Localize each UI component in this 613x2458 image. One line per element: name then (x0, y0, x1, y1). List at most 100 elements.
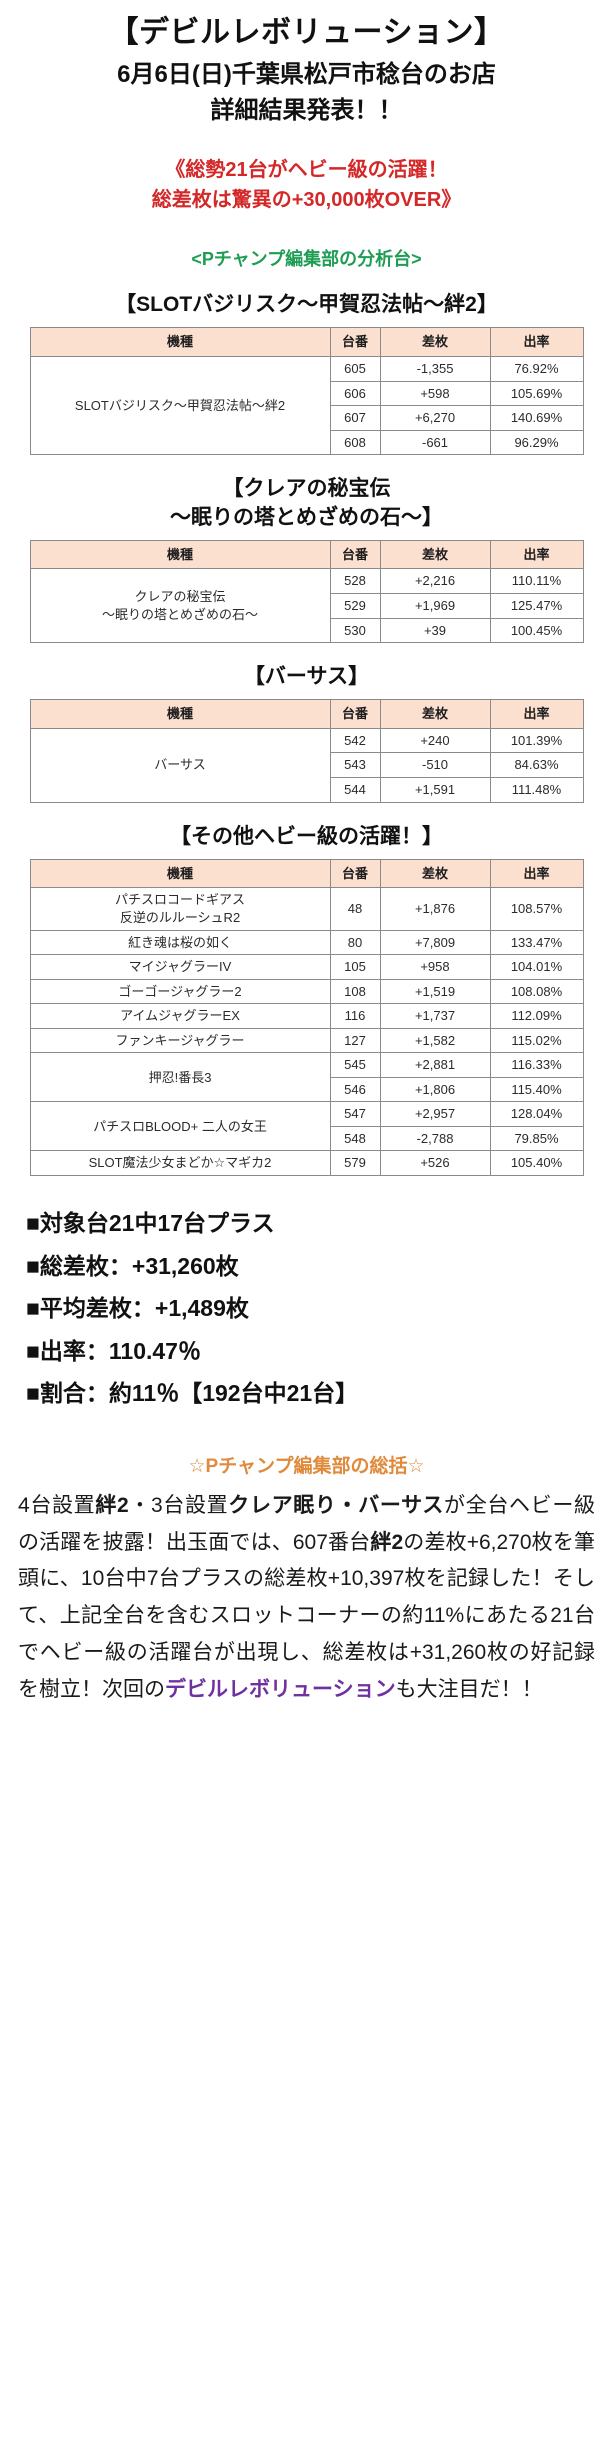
cell-diff: +1,876 (379, 887, 491, 931)
col-header-payout: 出率 (489, 539, 584, 570)
cell-payout: 104.01% (489, 954, 584, 980)
cell-diff: +2,216 (379, 568, 491, 594)
cell-payout: 79.85% (489, 1125, 584, 1152)
table-header-row: 機種 台番 差枚 出率 (29, 327, 584, 357)
table-header-row: 機種 台番 差枚 出率 (29, 858, 584, 889)
col-header-unit-no: 台番 (329, 327, 381, 357)
results-table: 機種 台番 差枚 出率 SLOTバジリスク〜甲賀忍法帖〜絆2 605 -1,355 76.92… (29, 327, 584, 456)
cell-payout: 116.33% (489, 1052, 584, 1078)
cell-unit-no: 116 (329, 1003, 381, 1029)
analysis-section-heading: <Pチャンプ編集部の分析台> (191, 249, 422, 270)
page-title: 【デビルレボリューション】 (108, 16, 505, 49)
col-header-machine: 機種 (29, 539, 331, 570)
cell-unit-no: 105 (329, 954, 381, 980)
summary-item: ■割合：約11％【192台中21台】 (26, 1380, 359, 1407)
cell-diff: +7,809 (379, 929, 491, 956)
cell-diff: +39 (379, 617, 491, 644)
cell-unit-no: 108 (329, 978, 381, 1005)
result-report-page: 【デビルレボリューション】 6月6日(日)千葉県松戸市稔台のお店 詳細結果発表！… (0, 14, 613, 1708)
col-header-payout: 出率 (489, 699, 584, 729)
cell-diff: +1,806 (379, 1076, 491, 1103)
col-header-unit-no: 台番 (329, 858, 381, 889)
cell-payout: 112.09% (489, 1003, 584, 1029)
highlight-lead-line1: 《総勢21台がヘビー級の活躍！ (165, 159, 448, 182)
col-header-diff: 差枚 (379, 858, 491, 889)
section-title: 【SLOTバジリスク〜甲賀忍法帖〜絆2】 (0, 291, 613, 319)
section-title: 【クレアの秘宝伝 〜眠りの塔とめざめの石〜】 (0, 475, 613, 532)
emphasis-text: 絆2 (95, 1493, 129, 1517)
cell-machine-name: バーサス (29, 727, 331, 803)
cell-payout: 125.47% (489, 592, 584, 619)
table-row: 608 -661 96.29% (30, 429, 584, 456)
col-header-machine: 機種 (29, 327, 331, 357)
table-row: パチスロBLOOD+ 二人の女王 547 +2,957 128.04% (29, 1101, 584, 1152)
body-text: が全台ヘビー級の活躍を披露！出玉面では、607番台 (18, 1493, 595, 1554)
machine-name-line: ゴーゴージャグラー2 (118, 983, 242, 999)
table-row: 607 +6,270 140.69% (30, 405, 584, 431)
cell-unit-no: 605 (329, 355, 381, 382)
cell-diff: +1,591 (379, 777, 491, 803)
cell-payout: 115.02% (489, 1027, 584, 1054)
body-text: ・3台設置 (128, 1493, 229, 1517)
table-row: 546 +1,806 115.40% (30, 1076, 584, 1103)
machine-name-line: パチスロBLOOD+ 二人の女王 (93, 1118, 267, 1134)
cell-machine-name: パチスロコードギアス 反逆のルルーシュR2 (29, 887, 331, 931)
cell-diff: +2,957 (379, 1101, 491, 1127)
summary-item: ■対象台21中17台プラス (26, 1210, 275, 1237)
table-row: 530 +39 100.45% (30, 617, 584, 644)
cell-diff: -1,355 (379, 355, 491, 382)
section-title-line: 【SLOTバジリスク〜甲賀忍法帖〜絆2】 (115, 293, 498, 317)
page-subtitle-line1: 6月6日(日)千葉県松戸市稔台のお店 (117, 60, 496, 88)
cell-unit-no: 546 (329, 1076, 381, 1103)
emphasis-text: クレア眠り・バーサス (228, 1493, 445, 1517)
body-text: 4台設置 (18, 1493, 96, 1517)
col-header-machine: 機種 (29, 858, 331, 889)
other-table-body: パチスロコードギアス 反逆のルルーシュR2 48 +1,876 108.57% 紅き魂は桜… (29, 887, 584, 1177)
results-table-body: バーサス 542 +240 101.39% 543 -510 84.63% 544 +1,591… (29, 727, 584, 803)
section-title-line: 【クレアの秘宝伝 (222, 477, 391, 501)
table-row: 押忍!番長3 545 +2,881 116.33% (29, 1052, 584, 1103)
highlight-lead-line2: 総差枚は驚異の+30,000枚OVER》 (151, 189, 462, 212)
conclusion-heading: ☆Pチャンプ編集部の総括☆ (188, 1455, 425, 1477)
results-table: 機種 台番 差枚 出率 バーサス 542 +240 101.39% 543 -510 84.63% 5… (29, 699, 584, 803)
table-row: マイジャグラーIV 105 +958 104.01% (29, 954, 584, 980)
cell-unit-no: 530 (329, 617, 381, 644)
cell-unit-no: 544 (329, 777, 381, 803)
cell-unit-no: 80 (329, 929, 381, 956)
machine-name-line: SLOTバジリスク〜甲賀忍法帖〜絆2 (74, 397, 286, 413)
cell-payout: 105.40% (489, 1150, 584, 1177)
cell-payout: 96.29% (489, 429, 584, 456)
cell-unit-no: 606 (329, 380, 381, 407)
cell-unit-no: 547 (329, 1101, 381, 1127)
summary-item: ■総差枚：+31,260枚 (26, 1252, 239, 1279)
cell-unit-no: 542 (329, 727, 381, 754)
section-title: 【バーサス】 (0, 663, 613, 691)
cell-diff: +240 (379, 727, 491, 754)
cell-diff: +1,519 (379, 978, 491, 1005)
cell-payout: 76.92% (489, 355, 584, 382)
col-header-payout: 出率 (489, 858, 584, 889)
table-row: 606 +598 105.69% (30, 380, 584, 407)
cell-payout: 101.39% (489, 727, 584, 754)
machine-name-line: 紅き魂は桜の如く (127, 934, 232, 950)
table-row: ゴーゴージャグラー2 108 +1,519 108.08% (29, 978, 584, 1005)
cell-diff: +598 (379, 380, 491, 407)
table-row: 544 +1,591 111.48% (30, 777, 584, 803)
cell-diff: +1,969 (379, 592, 491, 619)
cell-payout: 108.08% (489, 978, 584, 1005)
cell-machine-name: ファンキージャグラー (29, 1027, 331, 1054)
table-row: パチスロコードギアス 反逆のルルーシュR2 48 +1,876 108.57% (29, 887, 584, 931)
cell-machine-name: SLOT魔法少女まどか☆マギカ2 (29, 1150, 331, 1177)
table-row: クレアの秘宝伝 〜眠りの塔とめざめの石〜 528 +2,216 110.11% (29, 568, 584, 644)
table-row: SLOT魔法少女まどか☆マギカ2 579 +526 105.40% (29, 1150, 584, 1177)
cell-machine-name: 押忍!番長3 (29, 1052, 331, 1103)
cell-machine-name: 紅き魂は桜の如く (29, 929, 331, 956)
table-row: ファンキージャグラー 127 +1,582 115.02% (29, 1027, 584, 1054)
cell-unit-no: 543 (329, 752, 381, 779)
results-table-body: クレアの秘宝伝 〜眠りの塔とめざめの石〜 528 +2,216 110.11% 529 +1… (29, 568, 584, 644)
cell-diff: +526 (379, 1150, 491, 1177)
col-header-diff: 差枚 (379, 539, 491, 570)
cell-machine-name: パチスロBLOOD+ 二人の女王 (29, 1101, 331, 1152)
cell-unit-no: 48 (329, 887, 381, 931)
cell-diff: -661 (379, 429, 491, 456)
